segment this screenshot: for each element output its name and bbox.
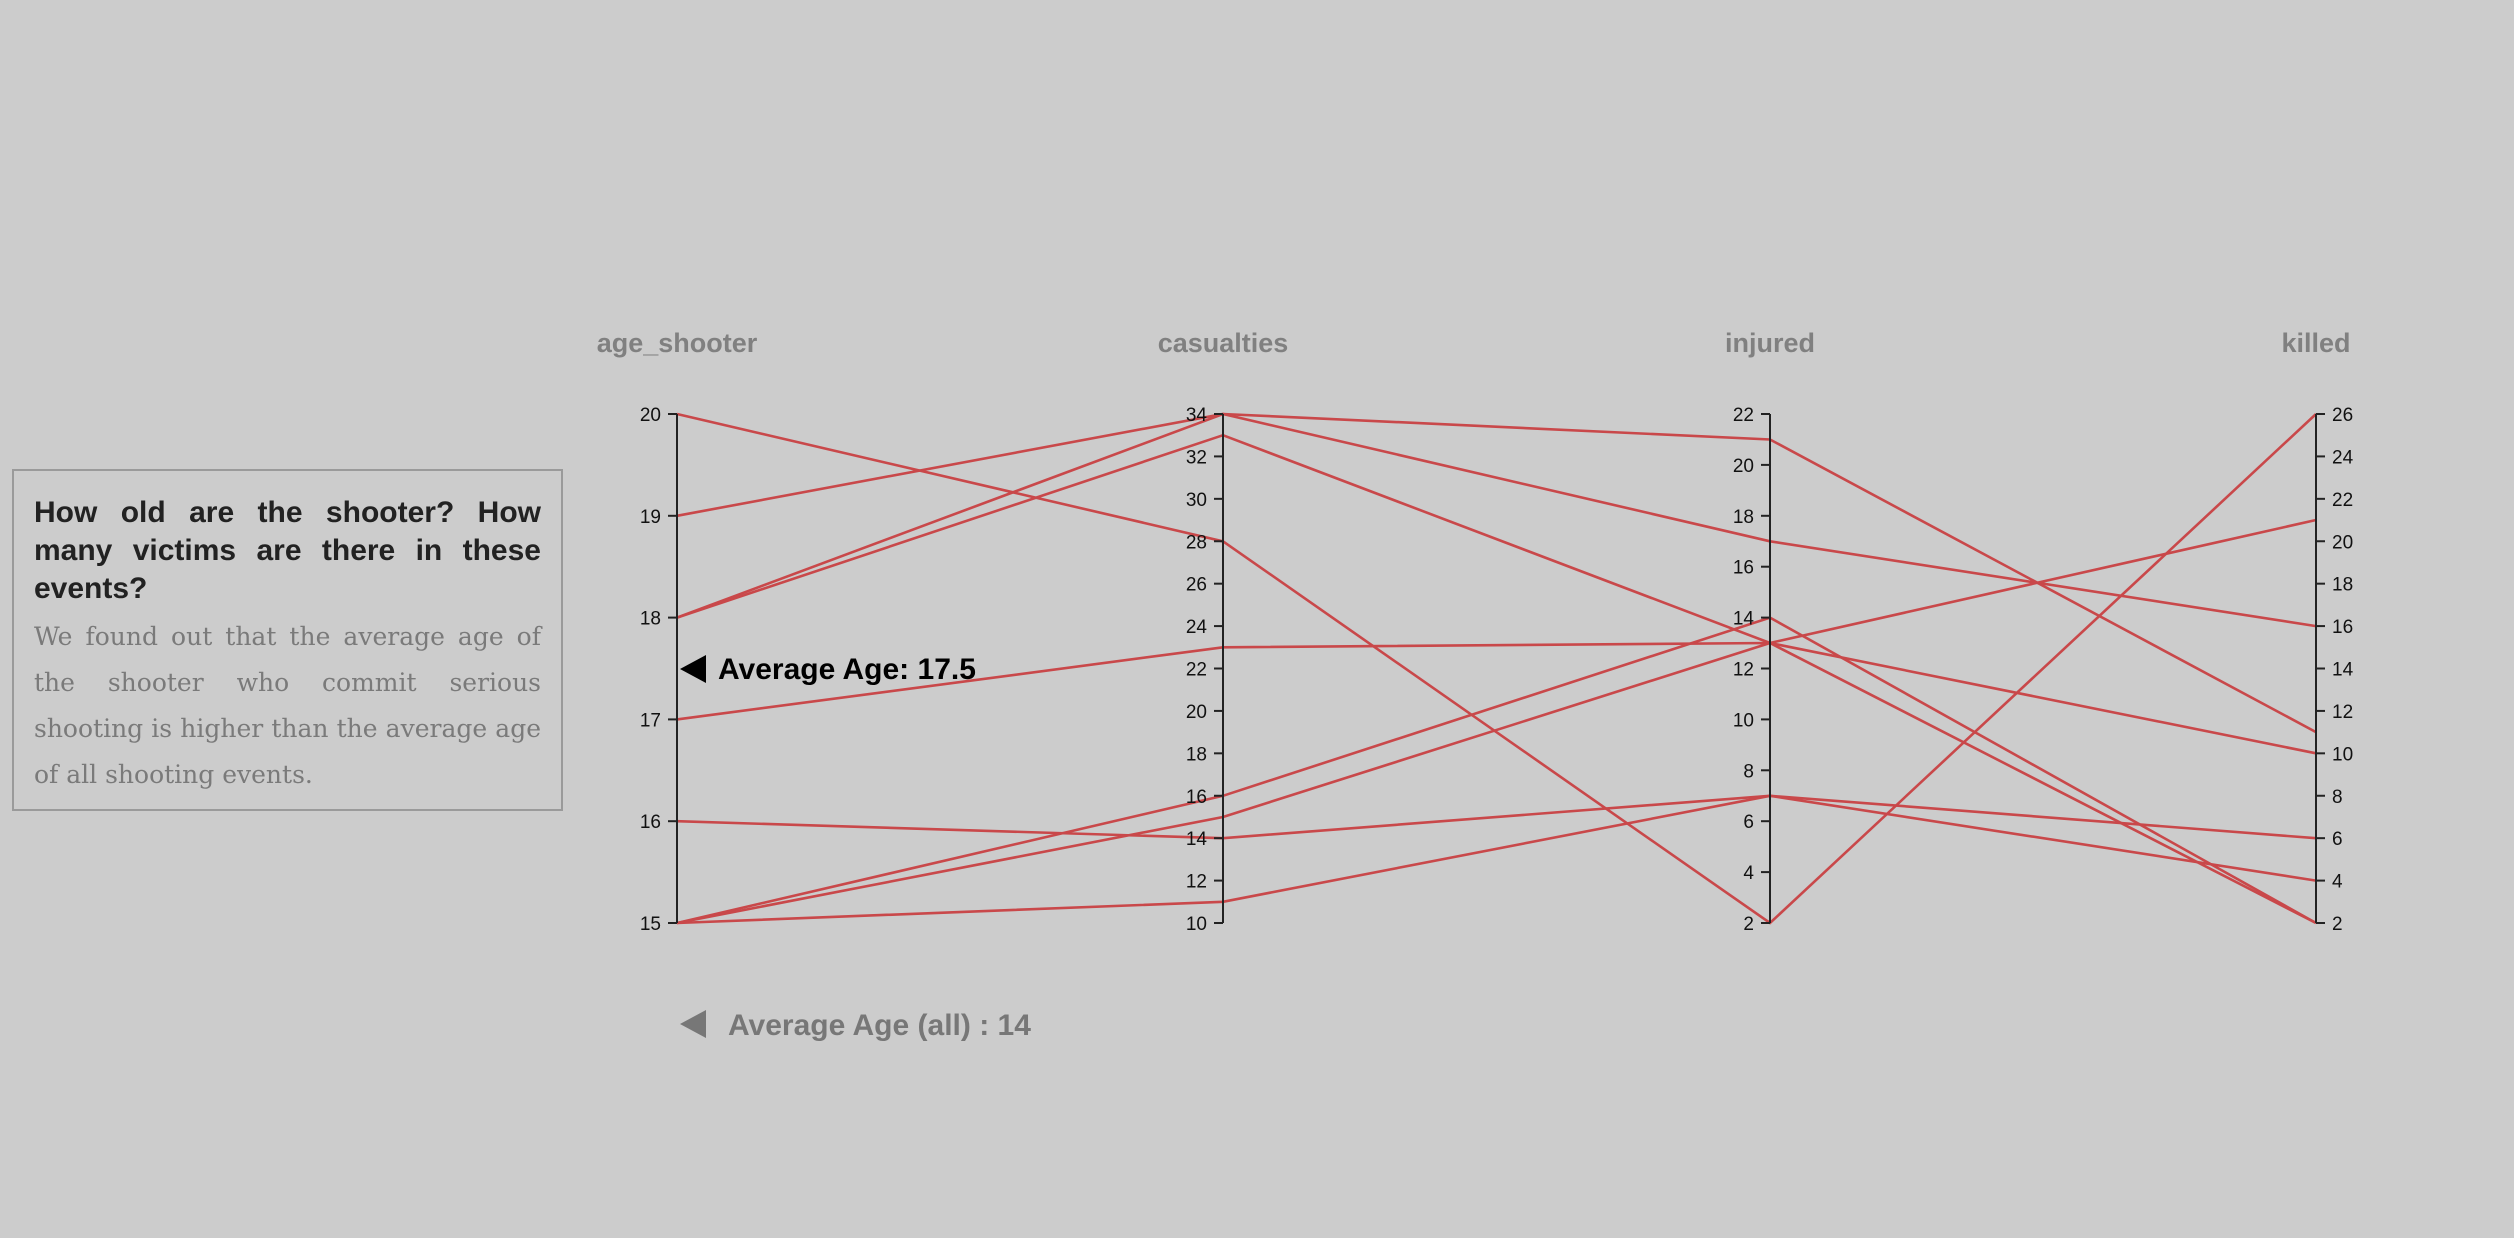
axes-layer: 151617181920age_shooter10121416182022242… (597, 328, 2354, 935)
record-line-6 (676, 794, 2317, 840)
tick-label: 2 (1743, 914, 1754, 935)
record-line-4 (676, 433, 2317, 925)
record-line-5 (676, 641, 2317, 755)
tick-label: 14 (1186, 829, 1208, 850)
axis-title-killed[interactable]: killed (2281, 328, 2350, 358)
average-age-all-marker-icon (680, 1010, 706, 1038)
tick-label: 10 (1733, 710, 1754, 731)
tick-label: 12 (1733, 660, 1754, 681)
tick-label: 18 (2332, 575, 2353, 596)
tick-label: 18 (1733, 507, 1754, 528)
tick-label: 26 (1186, 575, 1207, 596)
average-age-marker-icon (680, 655, 706, 683)
record-line-7 (676, 616, 2317, 925)
record-line-8 (676, 518, 2317, 925)
record-line-9 (676, 794, 2317, 925)
tick-label: 4 (1743, 863, 1754, 884)
info-title: How old are the shooter? How many victim… (34, 496, 541, 605)
records-layer (676, 412, 2317, 925)
tick-label: 12 (1186, 872, 1207, 893)
record-line-2 (676, 412, 2317, 628)
record-line-1 (676, 412, 2317, 925)
tick-label: 14 (1733, 609, 1755, 630)
tick-label: 16 (640, 812, 661, 833)
tick-label: 18 (640, 609, 661, 630)
tick-label: 20 (1186, 702, 1207, 723)
tick-label: 18 (1186, 744, 1207, 765)
axis-title-injured[interactable]: injured (1725, 328, 1815, 358)
axis-casualties: 10 12 14 16 18 20 22 24 26 28 30 32 34 casualties (1158, 328, 1289, 935)
tick-label: 20 (640, 405, 661, 426)
tick-label: 4 (2332, 872, 2343, 893)
axis-age_shooter: 15 16 17 18 19 20 age_shooter (597, 328, 758, 935)
axis-injured: 2 4 6 8 10 12 14 16 18 20 22 injured (1725, 328, 1815, 935)
tick-label: 30 (1186, 490, 1207, 511)
tick-label: 20 (1733, 456, 1754, 477)
tick-label: 15 (640, 914, 661, 935)
tick-label: 16 (1186, 787, 1207, 808)
tick-label: 28 (1186, 532, 1207, 553)
tick-label: 16 (2332, 617, 2353, 638)
tick-label: 10 (1186, 914, 1207, 935)
average-age-all-label: Average Age (all) : 14 (728, 1009, 1031, 1042)
tick-label: 24 (2332, 447, 2354, 468)
tick-label: 6 (2332, 829, 2343, 850)
tick-label: 19 (640, 507, 661, 528)
tick-label: 17 (640, 710, 661, 731)
tick-label: 6 (1743, 812, 1754, 833)
annotations-layer: Average Age: 17.5 Average Age (all) : 14 (680, 653, 1031, 1042)
tick-label: 8 (1743, 761, 1754, 782)
tick-label: 34 (1186, 405, 1208, 426)
tick-label: 22 (1733, 405, 1754, 426)
axis-title-age_shooter[interactable]: age_shooter (597, 328, 758, 358)
tick-label: 16 (1733, 558, 1754, 579)
tick-label: 32 (1186, 447, 1207, 468)
axis-title-casualties[interactable]: casualties (1158, 328, 1289, 358)
tick-label: 2 (2332, 914, 2343, 935)
average-age-label: Average Age: 17.5 (718, 653, 976, 686)
tick-label: 22 (2332, 490, 2353, 511)
tick-label: 20 (2332, 532, 2353, 553)
tick-label: 12 (2332, 702, 2353, 723)
tick-label: 24 (1186, 617, 1208, 638)
tick-label: 10 (2332, 744, 2353, 765)
tick-label: 26 (2332, 405, 2353, 426)
tick-label: 8 (2332, 787, 2343, 808)
tick-label: 22 (1186, 660, 1207, 681)
tick-label: 14 (2332, 660, 2354, 681)
info-body: We found out that the average age of the… (34, 622, 541, 789)
info-box: How old are the shooter? How many victim… (12, 469, 563, 811)
record-line-3 (676, 412, 2317, 734)
